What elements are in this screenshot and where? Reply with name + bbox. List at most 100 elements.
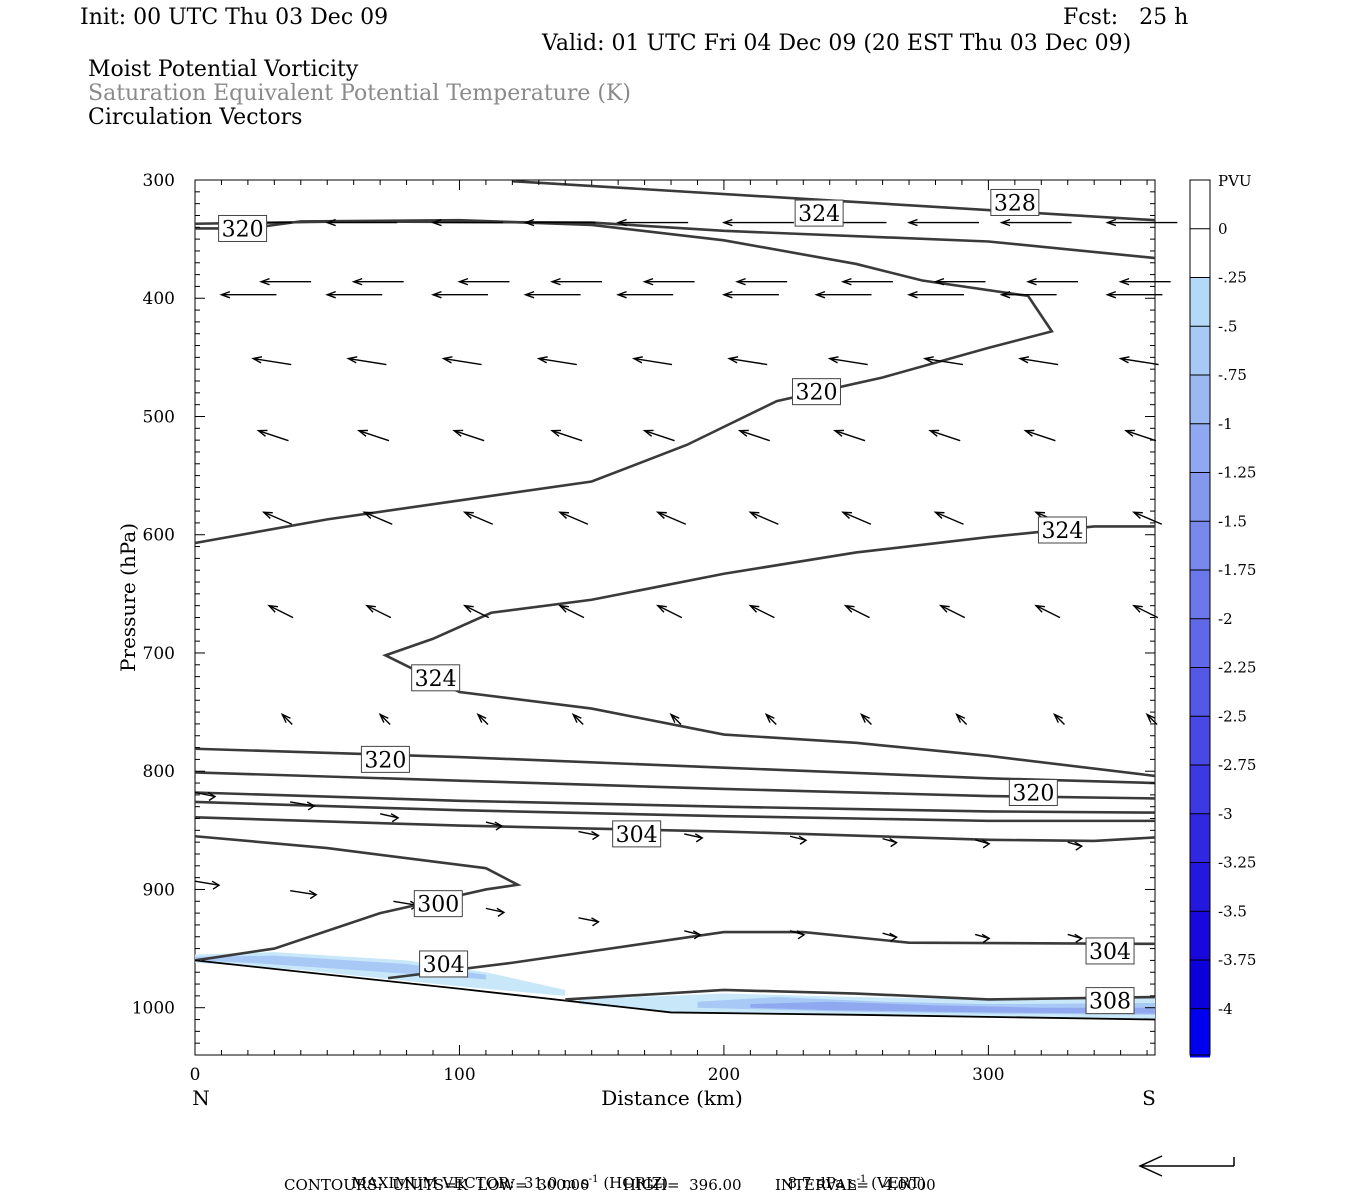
vector-head [280,713,291,723]
colorbar-label: -2 [1218,610,1233,628]
vector-shaft [268,605,294,619]
vector-shaft [789,835,807,841]
contour-label-box [419,950,469,978]
valid-time: Valid: 01 UTC Fri 04 Dec 09 (20 EST Thu … [542,31,1132,56]
vector-shaft [290,889,317,896]
vector-head [1034,604,1046,613]
vector-shaft [1120,357,1159,366]
reference-vector-icon [1138,1155,1235,1177]
vector-head [616,218,627,227]
colorbar-cell [1190,375,1210,424]
contour-label-box [1037,516,1087,544]
colorbar-cell [1190,570,1210,619]
colorbar-cell [1190,277,1210,327]
vector-head [928,429,940,437]
colorbar-label: -3.5 [1218,902,1247,920]
vector-head [694,833,704,843]
vector-shaft [644,430,675,442]
vector-shaft [1133,511,1163,525]
contour-308-7 [194,800,1155,823]
vector-shaft [551,430,583,442]
vector-shaft [956,713,968,725]
vector-head [798,835,808,845]
y-axis-title: Pressure (hPa) [116,523,140,672]
contour-label: 320 [364,748,406,773]
vector-head [308,890,318,900]
vector-head [1118,277,1130,286]
vector-shaft [940,605,966,619]
vector-head [1018,356,1030,364]
contour-label-box [1008,779,1058,806]
colorbar-label: -2.5 [1218,707,1247,725]
vector-shaft [358,430,390,442]
contour-label-box [612,820,662,848]
vector-head [796,930,806,940]
vector-shaft [1054,713,1065,725]
vector-head [259,277,270,286]
vector-head [827,356,839,364]
colorbar-label: -1.5 [1218,512,1247,530]
vector-shaft [633,357,673,366]
vector-shaft [253,357,292,366]
x-end-label-north: N [192,1086,210,1110]
vector-shaft [453,430,485,442]
vector-head [207,791,217,802]
contour-label: 320 [222,217,264,242]
vector-head [721,218,733,227]
max-vector-horiz-label: (HORIZ) [603,1174,669,1192]
y-tick-label: 800 [143,762,175,782]
contour-304-8 [194,816,1156,843]
vector-head [452,429,464,437]
vector-shaft [464,605,490,619]
contour-label: 308 [1089,990,1131,1015]
vector-shaft [729,357,768,366]
colorbar-cell [1190,326,1210,375]
contour-label: 328 [994,191,1036,216]
vector-head [1034,511,1046,519]
vector-head [211,880,221,890]
vector-head [748,604,760,613]
vector-shaft [290,801,315,807]
colorbar-cell [1190,521,1210,570]
vector-shaft [684,833,703,839]
vector-head [669,713,680,723]
colorbar-cell [1190,911,1210,960]
vector-shaft [1025,430,1056,442]
vector-shaft [379,713,391,725]
vector-head [523,290,535,299]
vector-shaft [194,791,216,798]
vector-shaft [538,357,577,366]
vector-head [496,907,506,917]
vector-head [981,839,991,849]
vector-head [735,277,746,286]
colorbar-cell [1190,813,1210,863]
vector-head [251,356,263,364]
vector-head [536,356,548,364]
contour-label: 320 [1012,782,1054,807]
x-tick-label: 300 [972,1065,1004,1085]
colorbar-cell [1190,180,1210,229]
vector-head [1074,841,1084,851]
vector-head [1053,713,1063,723]
y-tick-label: 600 [143,526,175,546]
vector-head [843,604,855,613]
vector-head [922,356,934,364]
y-tick-label: 300 [143,171,175,191]
max-vector-vert-label: (VERT) [871,1174,926,1192]
vector-head [365,604,376,613]
max-vector-horiz: MAXIMUM VECTOR: 31.0 m s [351,1174,589,1192]
contour-label-box [794,199,844,227]
vector-head [1123,429,1135,437]
init-time: Init: 00 UTC Thu 03 Dec 09 [80,5,389,30]
vector-head [462,604,474,613]
vector-head [558,511,569,519]
vector-head [721,290,733,299]
vector-shaft [929,430,961,442]
colorbar-cell [1190,228,1210,278]
plot-frame [194,179,1156,1056]
max-vector-vert: 8.7 dPa s-1 (VERT) [787,1174,926,1192]
vector-shaft [765,713,777,725]
vector-head [692,930,702,940]
vector-shaft [924,357,964,366]
field-title-mpv: Moist Potential Vorticity [88,57,359,82]
